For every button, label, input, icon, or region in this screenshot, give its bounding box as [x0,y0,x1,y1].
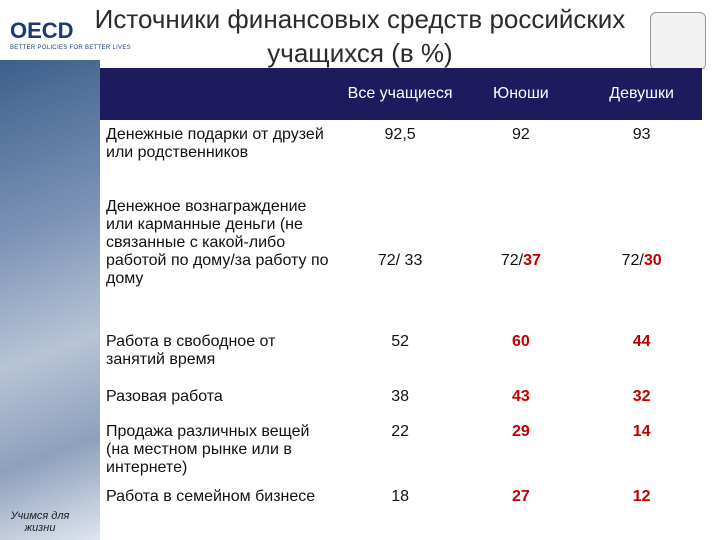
column-header: Все учащиеся [339,68,461,120]
cell-text: 38 [391,388,409,405]
emblem [650,12,706,70]
blank-header [100,68,340,120]
cell-text: 44 [632,333,651,350]
row-label: Разовая работа [106,388,223,405]
column-header: Юноши [460,68,582,120]
cell: 92 [461,120,582,192]
cell-text: 22 [391,423,409,440]
cell: 14 [581,417,702,482]
cell: 38 [340,382,461,417]
cell-text: 72/ 33 [377,251,423,269]
row-label: Продажа различных вещей (на местном рынк… [106,423,310,476]
cell-text: 52 [391,333,409,350]
row: Денежное вознаграждение или карманные де… [100,192,702,327]
cell-text: 32 [632,388,651,405]
cell: 32 [581,382,702,417]
cell-text: 12 [632,488,651,505]
row: Работа в свободное от занятий время 52 60 4… [100,327,702,382]
cell-text: 37 [523,251,541,269]
cell: 60 [461,327,582,382]
row: Разовая работа 38 43 32 [100,382,702,417]
cell: 93 [581,120,702,192]
title: Источники финансовых средств российских … [94,4,626,68]
cell-text: 72/ [500,251,524,269]
table: Все учащиеся Юноши Девушки Денежные подарк… [100,68,702,540]
row-label: Работа в семейном бизнесе [106,488,316,505]
cell: 72/ 33 [340,192,461,327]
cell: 44 [581,327,702,382]
row: Работа в семейном бизнесе 18 27 12 [100,482,702,540]
cell-text: 30 [643,251,662,269]
cell-text: 72/ [621,251,644,269]
table-body: Денежные подарки от друзей или родственн… [100,120,702,540]
cell: 52 [340,327,461,382]
row-label: Работа в свободное от занятий время [106,333,276,368]
row-label: Денежные подарки от друзей или родственн… [106,126,324,161]
cell: 27 [461,482,582,540]
logo: OECD [10,18,74,43]
column-header: Девушки [581,68,702,120]
cell: 12 [581,482,702,540]
cell-text: 60 [511,333,530,350]
cell-text: 43 [511,388,530,405]
header-row: Все учащиеся Юноши Девушки [100,68,702,120]
row: Продажа различных вещей (на местном рынк… [100,417,702,482]
cell: 72/37 [461,192,582,327]
caption: Учимся для жизни [10,510,70,534]
side-image: Учимся для жизни [0,60,100,540]
cell: 72/30 [581,192,702,327]
row-label: Денежное вознаграждение или карманные де… [106,198,329,287]
cell: 18 [340,482,461,540]
cell-text: 27 [511,488,530,505]
cell-text: 14 [632,423,651,440]
cell: 92,5 [340,120,461,192]
cell: 29 [461,417,582,482]
cell: 22 [340,417,461,482]
cell-text: 93 [632,126,651,143]
cell-text: 29 [511,423,530,440]
cell-text: 18 [391,488,409,505]
cell-text: 92,5 [384,126,416,143]
cell-text: 92 [511,126,530,143]
tagline: BETTER POLICIES FOR BETTER LIVES [10,45,131,51]
row: Денежные подарки от друзей или родственн… [100,120,702,192]
cell: 43 [461,382,582,417]
